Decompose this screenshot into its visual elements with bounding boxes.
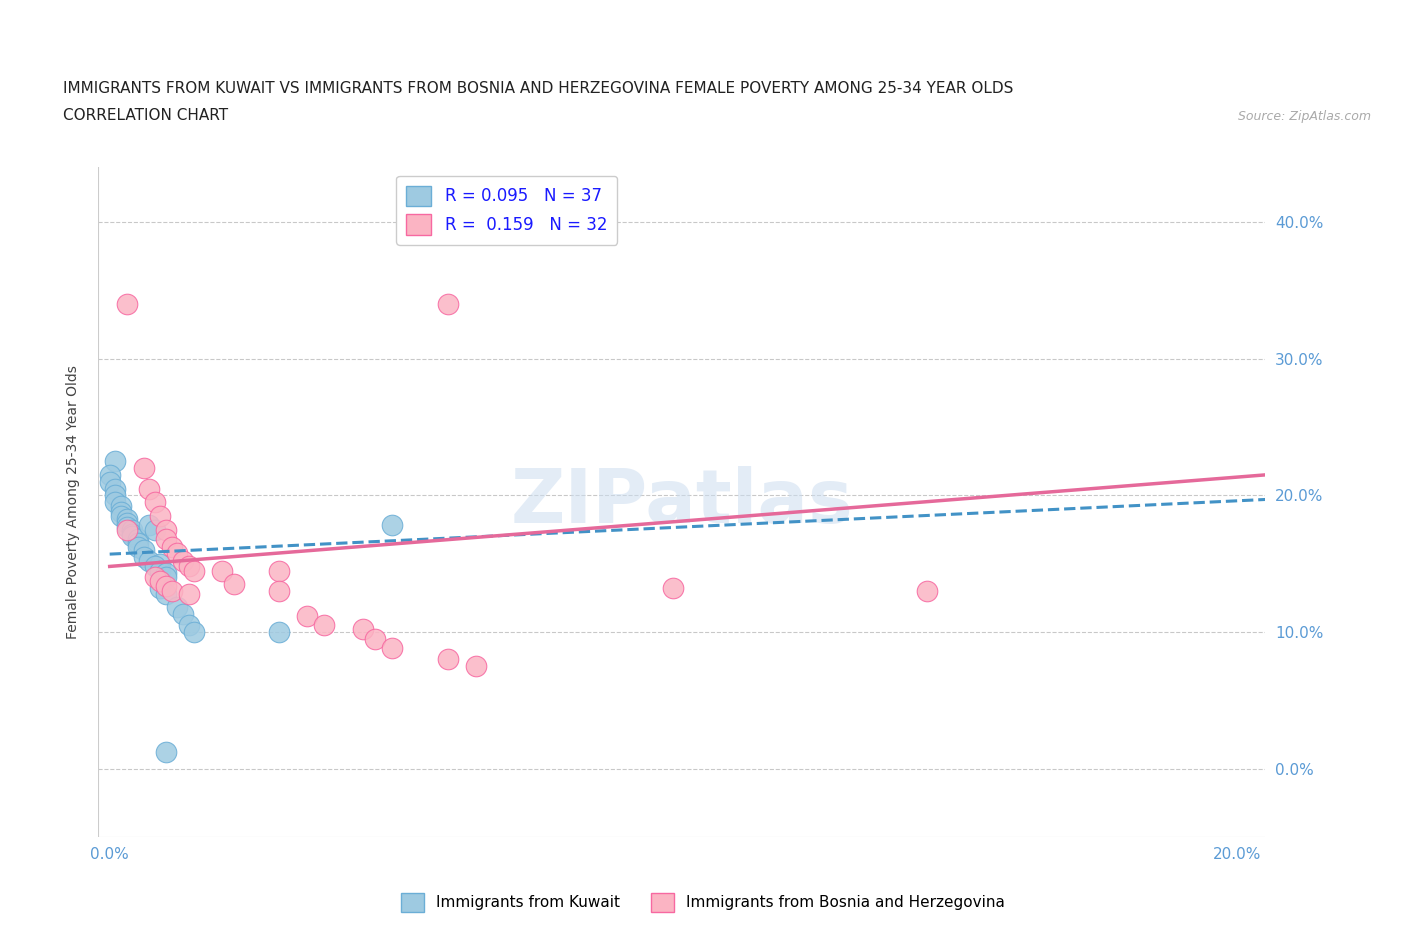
Point (149, 581, 172, 596)
Point (662, 581, 685, 596)
Point (155, 522, 177, 537)
Point (177, 618, 200, 632)
Point (98, 468, 121, 483)
Text: ZIPatlas: ZIPatlas (510, 466, 853, 538)
Point (437, 652, 460, 667)
Point (267, 584, 290, 599)
Point (121, 522, 143, 537)
Point (312, 618, 335, 632)
Point (110, 498, 132, 513)
Point (110, 504, 132, 519)
Point (183, 625, 205, 640)
Point (267, 625, 290, 640)
Y-axis label: Female Poverty Among 25-34 Year Olds: Female Poverty Among 25-34 Year Olds (66, 365, 80, 639)
Point (267, 563, 290, 578)
Point (98, 474, 121, 489)
Point (138, 481, 160, 496)
Point (149, 574, 172, 589)
Text: CORRELATION CHART: CORRELATION CHART (63, 108, 228, 123)
Point (132, 550, 155, 565)
Point (166, 600, 188, 615)
Point (172, 553, 194, 568)
Point (177, 586, 200, 601)
Point (143, 570, 166, 585)
Point (177, 559, 200, 574)
Point (121, 529, 143, 544)
Point (104, 495, 127, 510)
Point (381, 518, 404, 533)
Point (127, 536, 149, 551)
Point (115, 522, 138, 537)
Point (437, 297, 460, 312)
Point (138, 518, 160, 533)
Point (127, 532, 149, 547)
Point (222, 577, 245, 591)
Point (155, 586, 177, 601)
Point (295, 608, 318, 623)
Point (127, 539, 149, 554)
Point (143, 559, 166, 574)
Text: Source: ZipAtlas.com: Source: ZipAtlas.com (1237, 110, 1371, 123)
Point (155, 570, 177, 585)
Point (115, 515, 138, 530)
Point (465, 658, 488, 673)
Point (166, 545, 188, 560)
Point (352, 622, 374, 637)
Legend: Immigrants from Kuwait, Immigrants from Bosnia and Herzegovina: Immigrants from Kuwait, Immigrants from … (395, 887, 1011, 918)
Point (160, 584, 183, 599)
Point (155, 745, 177, 760)
Point (121, 526, 143, 541)
Point (143, 495, 166, 510)
Point (138, 553, 160, 568)
Point (104, 454, 127, 469)
Point (160, 539, 183, 554)
Point (183, 563, 205, 578)
Point (149, 563, 172, 578)
Point (211, 563, 233, 578)
Point (104, 488, 127, 503)
Point (155, 565, 177, 580)
Point (915, 584, 938, 599)
Point (381, 641, 404, 656)
Point (115, 519, 138, 534)
Point (155, 578, 177, 593)
Point (132, 542, 155, 557)
Point (149, 509, 172, 524)
Point (115, 512, 138, 526)
Point (132, 460, 155, 475)
Point (115, 297, 138, 312)
Point (155, 532, 177, 547)
Text: IMMIGRANTS FROM KUWAIT VS IMMIGRANTS FROM BOSNIA AND HERZEGOVINA FEMALE POVERTY : IMMIGRANTS FROM KUWAIT VS IMMIGRANTS FRO… (63, 81, 1014, 96)
Point (104, 481, 127, 496)
Legend: R = 0.095   N = 37, R =  0.159   N = 32: R = 0.095 N = 37, R = 0.159 N = 32 (396, 176, 617, 245)
Point (149, 556, 172, 571)
Point (172, 606, 194, 621)
Point (143, 522, 166, 537)
Point (363, 631, 385, 646)
Point (110, 509, 132, 524)
